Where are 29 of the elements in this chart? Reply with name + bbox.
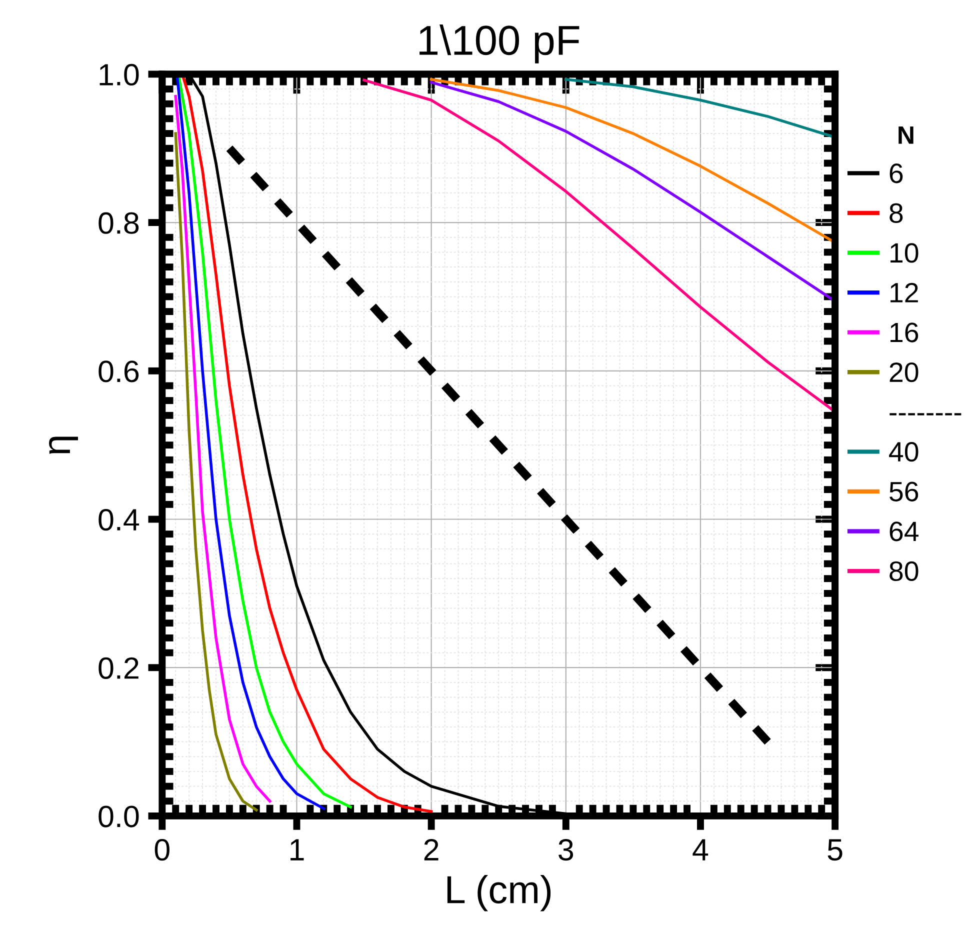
legend-label: 80 [890, 561, 918, 582]
legend-label: 56 [890, 482, 918, 502]
x-tick-label: 2 [424, 838, 438, 860]
legend-label: 12 [890, 282, 918, 302]
x-axis-title: L (cm) [447, 874, 551, 912]
legend-label: 64 [890, 522, 919, 542]
text: -------- [890, 413, 962, 416]
y-tick-label: 0.6 [98, 360, 139, 382]
y-axis-title: η [49, 436, 78, 454]
legend-label: 16 [890, 322, 918, 342]
y-tick-label: 0.8 [98, 212, 139, 234]
chart-title: 1\100 pF [420, 24, 580, 64]
legend-label: 8 [890, 203, 903, 223]
x-tick-label: 3 [558, 838, 574, 861]
line-series [174, 95, 272, 803]
y-tick-label: 0.2 [98, 657, 138, 679]
line-series [174, 132, 258, 812]
legend-label: 20 [890, 362, 918, 382]
legend-label: 40 [889, 442, 918, 462]
x-tick-label: 1 [290, 839, 304, 860]
legend-label: 6 [890, 164, 903, 184]
x-tick-label: 4 [692, 839, 708, 860]
y-tick-label: 0.4 [98, 508, 140, 531]
y-tick-label: 1.0 [100, 64, 139, 86]
legend-label: 10 [890, 243, 918, 263]
x-tick-label: 5 [828, 839, 842, 861]
x-tick-label: 0 [154, 838, 170, 861]
y-tick-label: 0.0 [98, 806, 139, 828]
legend-title: N [898, 126, 914, 144]
